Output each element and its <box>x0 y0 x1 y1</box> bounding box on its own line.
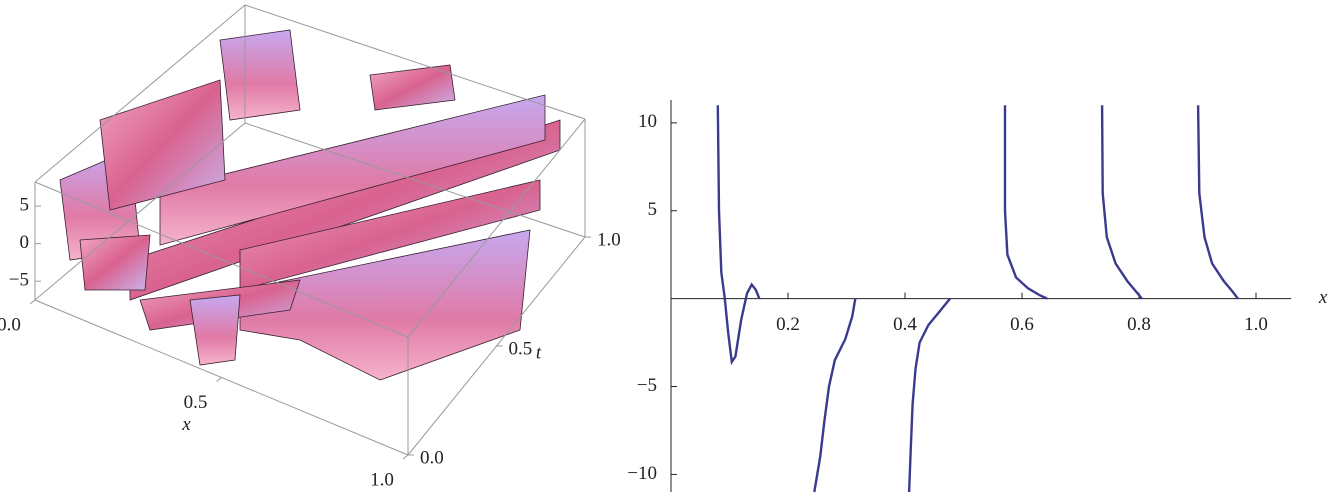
x-axis-label: x <box>1318 287 1328 308</box>
x-axis-label: x <box>181 414 191 435</box>
y-tick-label: 1.0 <box>597 229 621 250</box>
surface-panel <box>239 229 531 381</box>
surface-panel <box>99 79 226 211</box>
x-tick <box>216 377 222 382</box>
x-tick-label: 0.2 <box>776 314 800 335</box>
surface-panel <box>369 64 456 111</box>
x-tick-label: 1.0 <box>370 469 394 490</box>
line-series <box>716 105 1239 493</box>
box-edge <box>407 118 586 338</box>
y-axis-label: t <box>536 342 542 363</box>
x-tick-label: 1.0 <box>1244 314 1268 335</box>
x-tick <box>402 454 409 460</box>
surface-panel <box>79 234 151 291</box>
box-edge <box>34 122 246 301</box>
surface-panel <box>239 179 541 291</box>
z-tick-label: −5 <box>9 270 29 291</box>
y-tick-label: 0.0 <box>420 447 444 468</box>
surface-decoration <box>59 29 561 381</box>
box-edge <box>244 122 586 238</box>
y-tick-label: 10 <box>638 111 657 132</box>
x-tick-label: 0.5 <box>184 392 208 413</box>
line-plot: 0.2 0.4 0.6 0.8 1.0 −10 −5 5 10 x <box>627 100 1328 493</box>
x-tick-label: 0.4 <box>893 314 917 335</box>
surface-panel <box>159 94 546 246</box>
surface-plot: 0.0 0.5 1.0 0.0 0.5 1.0 5 0 −5 x t <box>0 4 621 490</box>
x-tick <box>29 299 36 305</box>
x-tick-label: 0.8 <box>1127 314 1151 335</box>
x-tick-label: 0.0 <box>0 314 21 335</box>
y-tick-label: 5 <box>648 199 658 220</box>
box-edge <box>244 4 586 120</box>
surface-panel <box>189 294 241 366</box>
box-edge <box>34 181 409 338</box>
y-tick-label: 0.5 <box>509 338 533 359</box>
surface-panel <box>219 29 301 121</box>
y-tick-label: −5 <box>637 375 657 396</box>
y-tick-label: −10 <box>627 463 657 484</box>
box-edge <box>34 4 246 183</box>
z-tick-label: 0 <box>20 232 30 253</box>
x-tick-label: 0.6 <box>1010 314 1034 335</box>
z-tick-label: 5 <box>20 194 30 215</box>
